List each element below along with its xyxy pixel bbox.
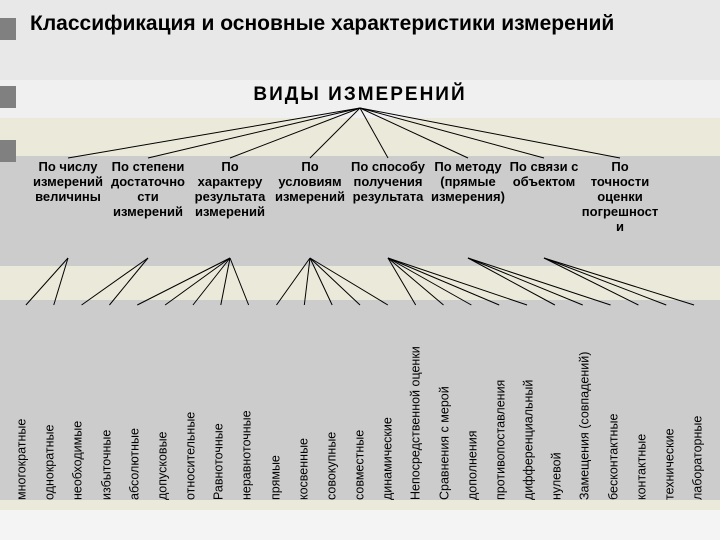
bg-stripe-bottom (0, 510, 720, 540)
leaf-cell: однократные (36, 310, 64, 500)
leaf-cell: Замещения (совпадений) (571, 310, 599, 500)
leaf-cell: технические (656, 310, 684, 500)
leaf-cell: прямые (262, 310, 290, 500)
category-cell: По условиям измерений (272, 158, 348, 237)
leaf-cell: лабораторные (684, 310, 712, 500)
leaf-cell: неравноточные (233, 310, 261, 500)
leaf-cell: совместные (346, 310, 374, 500)
leaf-cell: абсолютные (121, 310, 149, 500)
leaf-cell: дифференциальный (515, 310, 543, 500)
category-cell: По способу получения результата (348, 158, 428, 237)
leaf-cell: бесконтактные (600, 310, 628, 500)
leaf-cell: нулевой (543, 310, 571, 500)
side-tab (0, 18, 16, 40)
leaf-cell: дополнения (459, 310, 487, 500)
leaf-cell: необходимые (64, 310, 92, 500)
bg-stripe-cream1 (0, 118, 720, 156)
leaf-cell: избыточные (93, 310, 121, 500)
category-cell: По точности оценки погрешности (580, 158, 660, 237)
leaf-cell: относительные (177, 310, 205, 500)
leaf-cell: Сравнения с мерой (431, 310, 459, 500)
category-cell: По методу (прямые измерения) (428, 158, 508, 237)
leaf-cell: динамические (374, 310, 402, 500)
leaf-cell: косвенные (290, 310, 318, 500)
page-subtitle: ВИДЫ ИЗМЕРЕНИЙ (0, 84, 720, 106)
category-cell: По числу измерений величины (28, 158, 108, 237)
category-row: По числу измерений величиныПо степени до… (0, 158, 720, 237)
page-title: Классификация и основные характеристики … (30, 12, 614, 36)
leaf-row: многократныеоднократныенеобходимыеизбыто… (8, 310, 712, 500)
leaf-cell: допусковые (149, 310, 177, 500)
leaf-cell: контактные (628, 310, 656, 500)
category-cell: По связи с объектом (508, 158, 580, 237)
leaf-cell: многократные (8, 310, 36, 500)
leaf-cell: Непосредственной оценки (402, 310, 430, 500)
category-cell: По степени достаточности измерений (108, 158, 188, 237)
leaf-cell: совокупные (318, 310, 346, 500)
leaf-cell: противопоставления (487, 310, 515, 500)
leaf-cell: Равноточные (205, 310, 233, 500)
category-cell: По характеру результата измерений (188, 158, 272, 237)
